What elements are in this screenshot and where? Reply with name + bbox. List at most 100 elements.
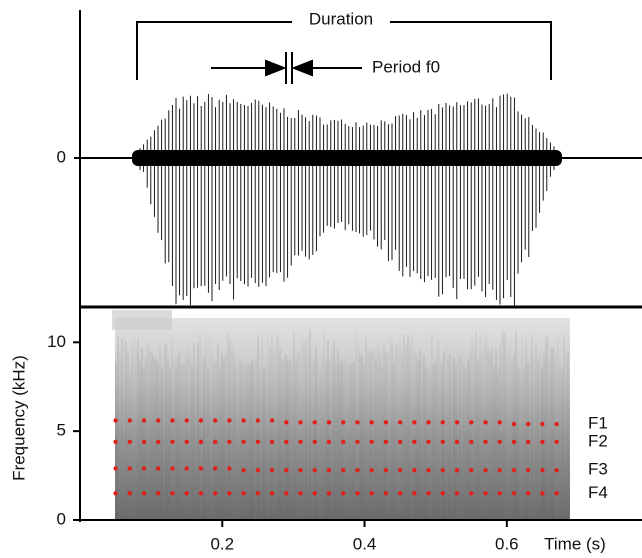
formant-point [497, 468, 502, 473]
formant-point [383, 491, 389, 496]
formant-point [127, 491, 132, 496]
formant-point [412, 468, 417, 473]
formant-point [454, 491, 460, 496]
formant-point [397, 420, 403, 425]
formant-point [426, 439, 431, 445]
formant-point [255, 418, 261, 423]
formant-point [284, 439, 289, 445]
formant-point [298, 491, 303, 496]
formant-point [369, 468, 374, 473]
formant-point [397, 491, 403, 496]
formant-point [469, 439, 474, 445]
formant-point [298, 468, 303, 473]
formant-point [227, 439, 232, 445]
formant-point [170, 466, 175, 471]
formant-point [440, 420, 446, 425]
formant-point [440, 468, 446, 473]
formant-point [483, 420, 488, 425]
formant-point [312, 491, 317, 496]
formant-point [397, 439, 403, 445]
formant-point [511, 439, 517, 445]
formant-point [469, 468, 474, 473]
formant-point [170, 418, 175, 423]
formant-point [227, 418, 232, 423]
period-arrows [211, 52, 362, 84]
formant-point [341, 491, 346, 496]
period-label: Period f0 [372, 57, 440, 76]
formant-point [497, 439, 502, 445]
formant-point [227, 466, 232, 471]
formant-point [511, 468, 517, 473]
y-tick-label: 0 [57, 147, 66, 166]
formant-point [269, 439, 275, 445]
formant-point [483, 468, 488, 473]
formant-point [269, 418, 275, 423]
formant-point [255, 468, 261, 473]
formant-point [341, 439, 346, 445]
x-tick-label: 0.6 [495, 534, 519, 553]
formant-point [141, 466, 147, 471]
formant-point [156, 439, 161, 445]
formant-point [369, 420, 374, 425]
formant-point [469, 420, 474, 425]
formant-point [113, 439, 118, 445]
formant-point [454, 420, 460, 425]
formant-point [141, 491, 147, 496]
formant-point [255, 439, 261, 445]
formant-point [127, 439, 132, 445]
formant-point [525, 439, 531, 445]
formant-point [284, 491, 289, 496]
formant-point [269, 491, 275, 496]
formant-point [469, 491, 474, 496]
formant-point [440, 439, 446, 445]
waveform [132, 93, 562, 307]
y-tick-label: 5 [57, 421, 66, 440]
spectrogram-energy [115, 318, 570, 520]
formant-point [454, 439, 460, 445]
formant-point [241, 439, 246, 445]
formant-point [540, 439, 545, 445]
formant-point [497, 491, 502, 496]
formant-point [540, 468, 545, 473]
formant-point [184, 491, 189, 496]
formant-point [497, 420, 502, 425]
formant-point [426, 468, 431, 473]
formant-point [212, 439, 218, 445]
formant-point [554, 421, 559, 427]
formant-label: F1 [588, 414, 608, 433]
formant-point [383, 439, 389, 445]
formant-point [184, 418, 189, 423]
formant-point [198, 466, 204, 471]
formant-point [156, 466, 161, 471]
formant-point [255, 491, 261, 496]
formant-point [241, 491, 246, 496]
formant-point [540, 421, 545, 427]
formant-point [241, 468, 246, 473]
formant-label: F3 [588, 460, 608, 479]
formant-point [284, 420, 289, 425]
y-tick-label: 10 [47, 332, 66, 351]
formant-point [184, 466, 189, 471]
formant-point [355, 420, 360, 425]
formant-point [312, 468, 317, 473]
x-tick-label: 0.2 [210, 534, 234, 553]
formant-point [355, 468, 360, 473]
formant-point [483, 439, 488, 445]
formant-point [426, 420, 431, 425]
formant-point [269, 468, 275, 473]
formant-point [113, 418, 118, 423]
formant-point [383, 468, 389, 473]
formant-point [554, 468, 559, 473]
formant-point [326, 468, 332, 473]
formant-point [298, 439, 303, 445]
formant-point [511, 421, 517, 427]
formant-point [483, 491, 488, 496]
formant-point [525, 421, 531, 427]
formant-point [397, 468, 403, 473]
formant-point [426, 491, 431, 496]
duration-label: Duration [309, 9, 373, 28]
waveform-trace [139, 93, 555, 307]
formant-point [454, 468, 460, 473]
formant-point [113, 466, 118, 471]
